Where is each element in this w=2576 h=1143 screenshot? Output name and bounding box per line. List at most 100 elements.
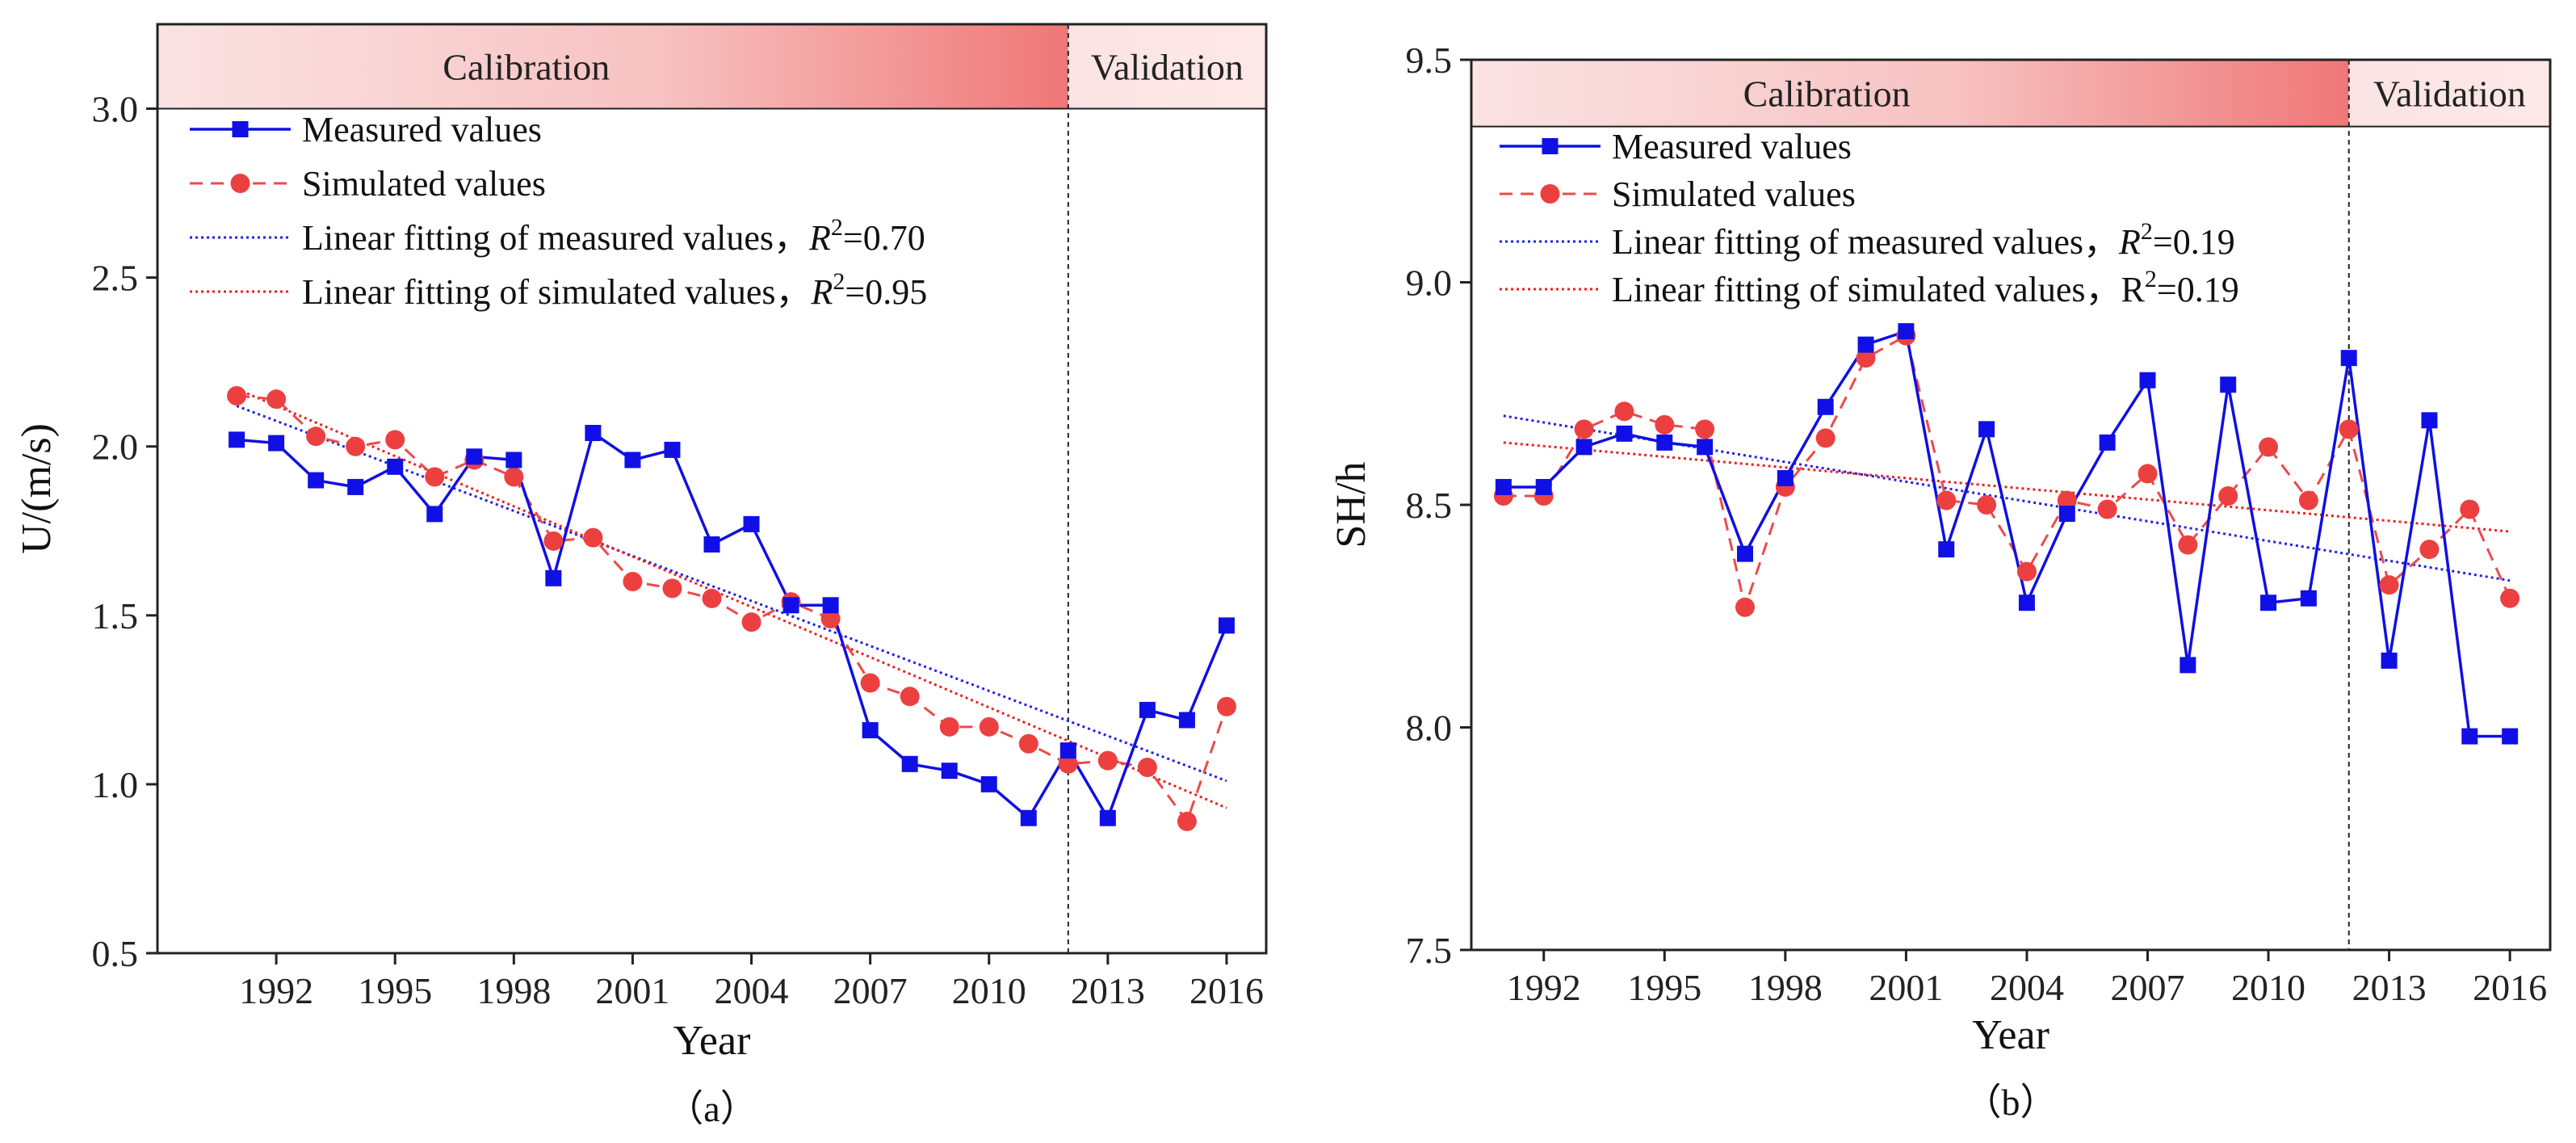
- x-axis-title: Year: [673, 1018, 751, 1064]
- x-tick-label: 2007: [2110, 967, 2184, 1008]
- chart-panel-b: Calibration Validation 1992 1995 1998 2001 200…: [1328, 40, 2552, 1123]
- measured-point: [1535, 478, 1552, 495]
- measured-point: [1777, 469, 1794, 486]
- x-tick-label: 2010: [952, 970, 1026, 1011]
- r-squared-symbol: R: [808, 218, 831, 258]
- simulated-point: [1856, 348, 1876, 368]
- measured-point: [2421, 412, 2438, 429]
- measured-point: [2502, 728, 2519, 745]
- measured-point: [1616, 425, 1633, 442]
- simulated-point: [1977, 495, 1997, 515]
- simulated-point: [425, 467, 445, 487]
- simulated-point: [900, 687, 920, 707]
- x-tick-label: 2001: [1869, 967, 1943, 1008]
- r-squared-symbol: R: [2118, 222, 2141, 262]
- simulated-point: [2016, 561, 2037, 582]
- plot-frame: [156, 23, 1268, 955]
- measured-point: [229, 431, 245, 448]
- x-tick-label: 2001: [595, 970, 669, 1011]
- legend-fit-measured-r2: 0.70: [863, 218, 925, 258]
- validation-label: Validation: [1091, 46, 1244, 87]
- calibration-label: Calibration: [1743, 73, 1911, 114]
- measured-point: [782, 597, 799, 614]
- x-tick-label: 2013: [2352, 967, 2427, 1008]
- simulated-point: [820, 609, 841, 628]
- legend-label-simulated: Simulated values: [302, 164, 546, 204]
- simulated-point: [1177, 811, 1197, 831]
- simulated-point: [979, 716, 999, 737]
- panel-caption: （a）: [666, 1088, 757, 1129]
- x-tick-label: 2016: [1189, 970, 1264, 1011]
- measured-point: [387, 458, 404, 475]
- simulated-point: [623, 572, 643, 591]
- y-tick-label: 2.5: [92, 258, 139, 299]
- legend-label-simulated: Simulated values: [1612, 174, 1856, 214]
- measured-point: [2461, 728, 2478, 745]
- legend-fit-simulated-prefix: Linear fitting of simulated values，: [1612, 270, 2121, 309]
- y-tick-label: 1.0: [92, 764, 139, 805]
- measured-point: [1218, 617, 1235, 634]
- measured-point: [1898, 323, 1915, 340]
- measured-point: [308, 472, 325, 489]
- measured-point: [426, 506, 443, 523]
- y-tick-label: 7.5: [1406, 930, 1453, 971]
- measured-point: [1697, 439, 1714, 456]
- superscript-2: 2: [2145, 266, 2157, 292]
- y-tick-label: 3.0: [92, 89, 139, 130]
- simulated-series-line: [236, 394, 1228, 825]
- measured-point: [1656, 434, 1673, 451]
- simulated-series-line: [1503, 334, 2511, 612]
- y-tick-label: 9.5: [1406, 40, 1453, 81]
- legend-fit-simulated-r2: 0.19: [2177, 270, 2239, 309]
- simulated-point: [385, 430, 405, 450]
- simulated-point: [1735, 597, 1755, 617]
- x-tick-label: 2016: [2473, 967, 2547, 1008]
- measured-point: [2018, 595, 2035, 611]
- simulated-point: [2097, 499, 2117, 519]
- measured-point: [901, 755, 918, 772]
- measured-point: [822, 597, 839, 614]
- x-tick-label: 1995: [1627, 967, 1701, 1008]
- simulated-point: [1655, 414, 1675, 435]
- simulated-point: [1018, 733, 1038, 754]
- simulated-point: [2339, 419, 2359, 439]
- chart-panel-a: Calibration Validation 1992 1995 1998 2001 200…: [14, 23, 1268, 1129]
- measured-point: [1857, 336, 1874, 353]
- measured-point: [347, 478, 364, 495]
- legend-label-fit-simulated: Linear fitting of simulated values，R2=0.…: [302, 268, 927, 312]
- measured-point: [1736, 545, 1753, 562]
- measured-point: [2099, 434, 2116, 451]
- measured-point: [1178, 712, 1195, 729]
- simulated-point: [2500, 588, 2520, 608]
- calibration-label: Calibration: [443, 46, 610, 87]
- simulated-point: [1936, 490, 1957, 511]
- measured-point: [2220, 376, 2237, 393]
- calibration-band: [1471, 60, 2349, 127]
- simulated-point: [1137, 758, 1157, 777]
- legend-marker-measured: [232, 121, 249, 137]
- panel-caption: （b）: [1965, 1082, 2058, 1123]
- measured-point: [2260, 595, 2277, 611]
- legend-marker-measured: [1542, 138, 1559, 154]
- measured-point: [2381, 652, 2398, 669]
- legend-fit-simulated-r2: 0.95: [865, 272, 927, 312]
- y-tick-label: 8.5: [1406, 485, 1453, 526]
- x-tick-label: 1998: [476, 970, 551, 1011]
- simulated-point: [227, 386, 247, 406]
- measured-point: [1020, 809, 1037, 826]
- legend-fit-measured-prefix: Linear fitting of measured values，: [302, 218, 809, 258]
- simulated-point: [543, 531, 564, 551]
- x-tick-label: 1998: [1748, 967, 1823, 1008]
- y-tick-label: 8.0: [1406, 708, 1453, 749]
- measured-point: [585, 425, 602, 441]
- simulated-point: [2298, 490, 2318, 511]
- legend-marker-simulated: [230, 174, 250, 193]
- simulated-point: [702, 588, 722, 608]
- y-tick-label: 1.5: [92, 595, 139, 637]
- legend-fit-simulated-prefix: Linear fitting of simulated values，: [302, 272, 812, 312]
- simulated-point: [583, 527, 603, 548]
- y-tick-label: 2.0: [92, 427, 139, 468]
- equals-sign: =: [2153, 222, 2173, 262]
- measured-point: [703, 536, 720, 553]
